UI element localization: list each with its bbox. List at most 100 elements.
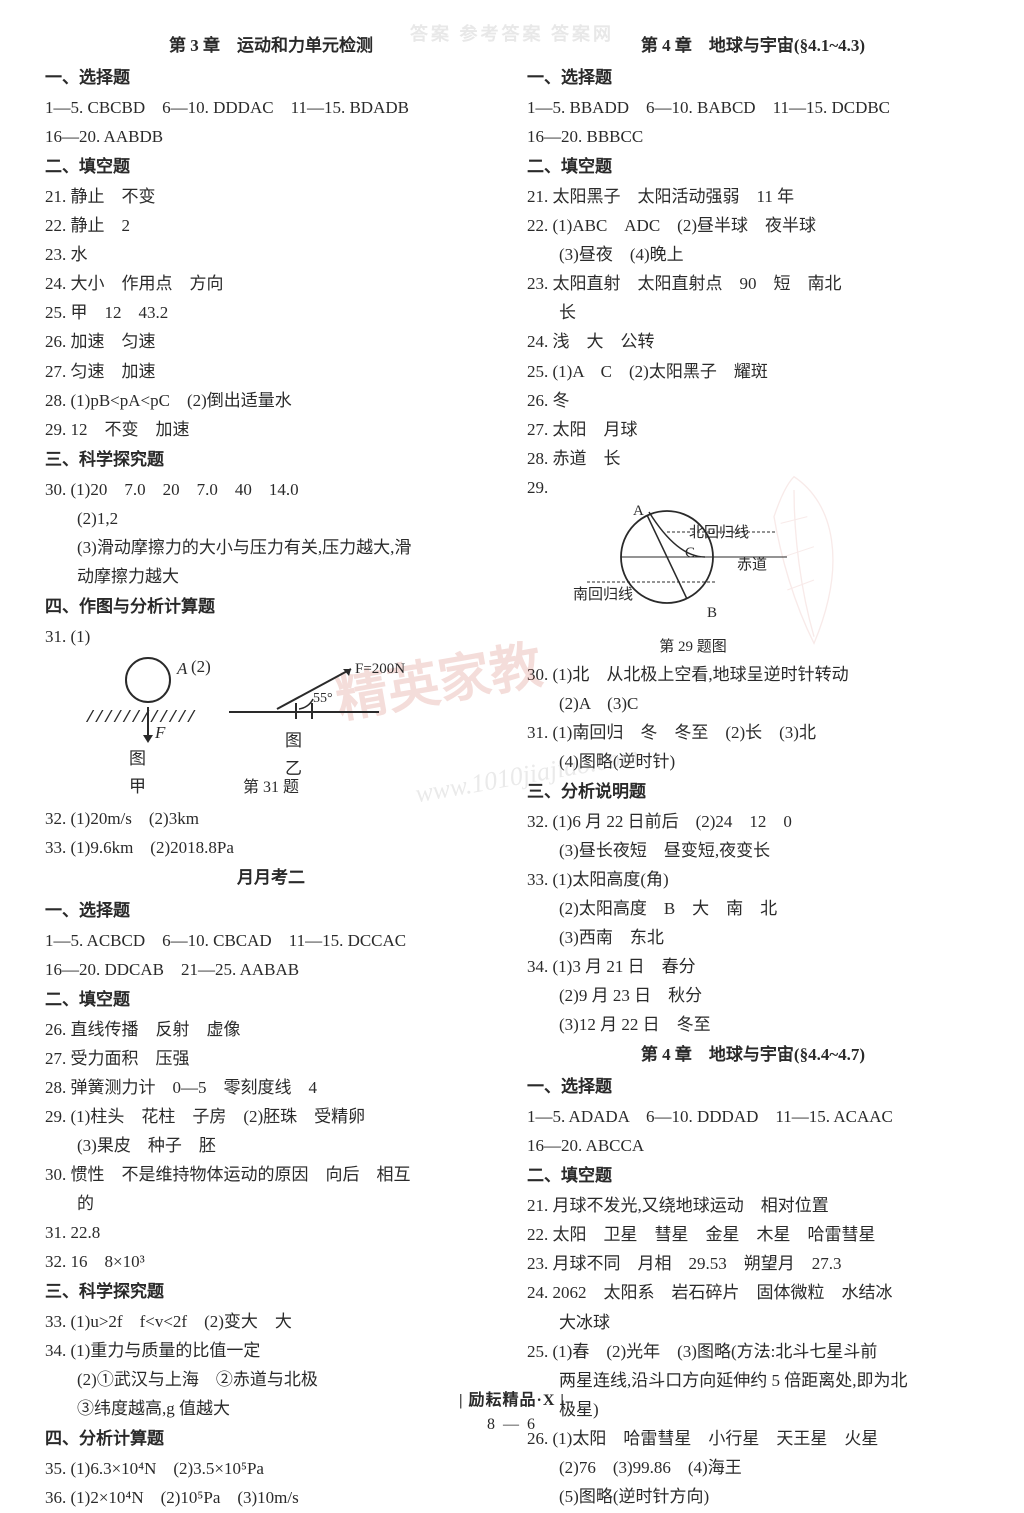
answer-line: 的 (45, 1190, 497, 1218)
answer-line: 22. 太阳 卫星 彗星 金星 木星 哈雷彗星 (527, 1221, 979, 1249)
label-equator: 赤道 (737, 553, 767, 578)
answer-line: 25. 甲 12 43.2 (45, 299, 497, 327)
label-point-b: B (707, 601, 717, 626)
answer-line: 22. 静止 2 (45, 212, 497, 240)
answer-line: 16—20. DDCAB 21—25. AABAB (45, 956, 497, 984)
subpart-label: (2) (191, 653, 211, 681)
answer-line: (2)太阳高度 B 大 南 北 (527, 895, 979, 923)
answer-line: (3)西南 东北 (527, 924, 979, 952)
chapter-4b-title: 第 4 章 地球与宇宙(§4.4~4.7) (527, 1041, 979, 1069)
answer-line: 31. 22.8 (45, 1219, 497, 1247)
answer-line: 长 (527, 299, 979, 327)
answer-line: 34. (1)重力与质量的比值一定 (45, 1337, 497, 1365)
answer-line: 32. (1)6 月 22 日前后 (2)24 12 0 (527, 808, 979, 836)
section-heading: 一、选择题 (45, 897, 497, 925)
answer-line: 27. 太阳 月球 (527, 416, 979, 444)
answer-line: (2)76 (3)99.86 (4)海王 (527, 1454, 979, 1482)
page-footer: | 励耘精品·X | 8 — 6 (0, 1386, 1024, 1434)
answer-line: 33. (1)太阳高度(角) (527, 866, 979, 894)
answer-line: 32. 16 8×10³ (45, 1248, 497, 1276)
answer-line: 25. (1)A C (2)太阳黑子 耀斑 (527, 358, 979, 386)
answer-line: 16—20. BBBCC (527, 123, 979, 151)
answer-line: 29. (1)柱头 花柱 子房 (2)胚珠 受精卵 (45, 1103, 497, 1131)
answer-line: 28. 赤道 长 (527, 445, 979, 473)
right-column: 第 4 章 地球与宇宙(§4.1~4.3) 一、选择题 1—5. BBADD 6… (527, 30, 979, 1350)
answer-line: 1—5. CBCBD 6—10. DDDAC 11—15. BDADB (45, 94, 497, 122)
baseline-icon (229, 711, 379, 713)
answer-line: 29. 12 不变 加速 (45, 416, 497, 444)
answer-line: (4)图略(逆时针) (527, 748, 979, 776)
answer-line: (2)A (3)C (527, 690, 979, 718)
answer-line: 25. (1)春 (2)光年 (3)图略(方法:北斗七星斗前 (527, 1338, 979, 1366)
answer-line: 23. 水 (45, 241, 497, 269)
answer-line: 30. 惯性 不是维持物体运动的原因 向后 相互 (45, 1161, 497, 1189)
answer-line: 22. (1)ABC ADC (2)昼半球 夜半球 (527, 212, 979, 240)
force-label: F=200N (355, 657, 405, 682)
answer-line: (2)9 月 23 日 秋分 (527, 982, 979, 1010)
answer-line: 16—20. AABDB (45, 123, 497, 151)
page-content: 第 3 章 运动和力单元检测 一、选择题 1—5. CBCBD 6—10. DD… (45, 30, 979, 1350)
tick-icon (311, 703, 313, 719)
section-heading: 四、作图与分析计算题 (45, 593, 497, 621)
answer-line: 26. 加速 匀速 (45, 328, 497, 356)
section-heading: 一、选择题 (45, 64, 497, 92)
label-tropic-capricorn: 南回归线 (573, 583, 633, 608)
answer-line: 21. 月球不发光,又绕地球运动 相对位置 (527, 1192, 979, 1220)
answer-line: 28. (1)pB<pA<pC (2)倒出适量水 (45, 387, 497, 415)
answer-line: (3)12 月 22 日 冬至 (527, 1011, 979, 1039)
answer-line: 27. 匀速 加速 (45, 358, 497, 386)
answer-line: 23. 月球不同 月相 29.53 朔望月 27.3 (527, 1250, 979, 1278)
section-heading: 一、选择题 (527, 64, 979, 92)
answer-line: (3)昼夜 (4)晚上 (527, 241, 979, 269)
angle-label: 55° (313, 687, 333, 710)
section-heading: 二、填空题 (45, 986, 497, 1014)
answer-line: 35. (1)6.3×10⁴N (2)3.5×10⁵Pa (45, 1455, 497, 1483)
answer-line: 32. (1)20m/s (2)3km (45, 805, 497, 833)
answer-line: 27. 受力面积 压强 (45, 1045, 497, 1073)
section-heading: 三、科学探究题 (45, 1278, 497, 1306)
answer-line: 36. (1)2×10⁴N (2)10⁵Pa (3)10m/s (45, 1484, 497, 1512)
answer-line: (3)果皮 种子 胚 (45, 1132, 497, 1160)
answer-line: 33. (1)u>2f f<v<2f (2)变大 大 (45, 1308, 497, 1336)
monthly-test-title: 月月考二 (45, 864, 497, 892)
answer-line: 1—5. ADADA 6—10. DDDAD 11—15. ACAAC (527, 1103, 979, 1131)
answer-line: 16—20. ABCCA (527, 1132, 979, 1160)
force-arrow-icon (147, 707, 149, 737)
answer-line: 28. 弹簧测力计 0—5 零刻度线 4 (45, 1074, 497, 1102)
diagram-q31: A //////////// F 图甲 (2) F=200N 55° 图乙 (45, 653, 497, 783)
section-heading: 二、填空题 (45, 153, 497, 181)
answer-line: 21. 太阳黑子 太阳活动强弱 11 年 (527, 183, 979, 211)
answer-line: (5)图略(逆时针方向) (527, 1483, 979, 1511)
surface-hatching: //////////// (85, 705, 195, 733)
answer-line: 31. (1)南回归 冬 冬至 (2)长 (3)北 (527, 719, 979, 747)
diagram-q29: A 北回归线 C 赤道 南回归线 B (567, 503, 979, 633)
answer-line: 26. 直线传播 反射 虚像 (45, 1016, 497, 1044)
answer-line: 24. 大小 作用点 方向 (45, 270, 497, 298)
answer-line: 24. 浅 大 公转 (527, 328, 979, 356)
answer-line: 23. 太阳直射 太阳直射点 90 短 南北 (527, 270, 979, 298)
label-point-c: C (685, 541, 695, 566)
label-tropic-cancer: 北回归线 (689, 521, 749, 546)
answer-line: 1—5. ACBCD 6—10. CBCAD 11—15. DCCAC (45, 927, 497, 955)
answer-line: 动摩擦力越大 (45, 563, 497, 591)
footer-page-number: 8 — 6 (0, 1416, 1024, 1434)
answer-line: 34. (1)3 月 21 日 春分 (527, 953, 979, 981)
answer-line: (3)滑动摩擦力的大小与压力有关,压力越大,滑 (45, 534, 497, 562)
diagram-caption: 图甲 (129, 745, 146, 801)
answer-line: 1—5. BBADD 6—10. BABCD 11—15. DCDBC (527, 94, 979, 122)
answer-line: 21. 静止 不变 (45, 183, 497, 211)
answer-line: 大冰球 (527, 1309, 979, 1337)
answer-line: 24. 2062 太阳系 岩石碎片 固体微粒 水结冰 (527, 1279, 979, 1307)
label-a: A (177, 655, 187, 683)
answer-line: 29. (527, 474, 979, 502)
watermark-top: 答案 参考答案 答案网 (0, 20, 1024, 46)
answer-line: 31. (1) (45, 623, 497, 651)
label-point-a: A (633, 499, 644, 524)
label-f: F (155, 719, 165, 747)
answer-line: (2)1,2 (45, 505, 497, 533)
left-column: 第 3 章 运动和力单元检测 一、选择题 1—5. CBCBD 6—10. DD… (45, 30, 497, 1350)
answer-line: 33. (1)9.6km (2)2018.8Pa (45, 834, 497, 862)
footer-brand: | 励耘精品·X | (0, 1386, 1024, 1410)
section-heading: 二、填空题 (527, 153, 979, 181)
answer-line: 26. 冬 (527, 387, 979, 415)
